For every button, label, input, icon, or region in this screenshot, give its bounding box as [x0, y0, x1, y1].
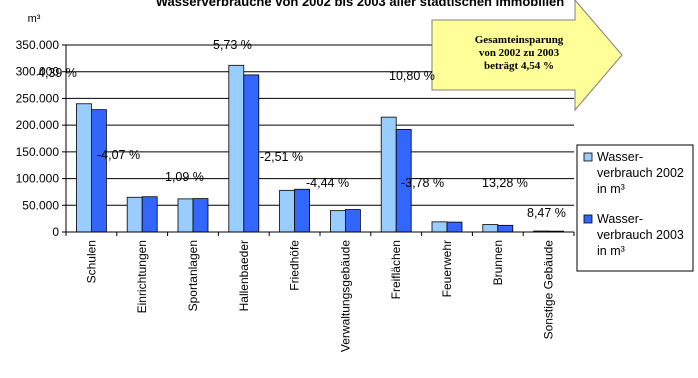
y-axis-unit: m³ — [28, 13, 41, 25]
axes — [62, 44, 575, 236]
callout-arrow-shape — [431, 0, 623, 112]
legend-swatch-2003 — [583, 214, 593, 224]
callout-text-line: von 2002 zu 2003 — [479, 47, 560, 59]
bar-2002-sportanlagen — [177, 198, 194, 233]
percent-label-feuerwehr: -3,78 % — [401, 176, 444, 190]
bar-2002-freiflaechen — [380, 116, 397, 233]
y-tick-label: 250.000 — [16, 91, 60, 105]
category-label-verwaltungsgebaeude: Verwaltungsgebäude — [338, 240, 352, 352]
percent-label-schulen: 4,39 % — [38, 66, 77, 80]
y-tick-labels: 0 50.000 100.000 150.000 200.000 250.000 300.0… — [16, 38, 60, 239]
category-label-freiflaechen: Freiflächen — [389, 240, 403, 299]
category-label-brunnen: Brunnen — [491, 240, 505, 285]
percent-label-hallenbaeder: 5,73 % — [213, 38, 252, 52]
bar-2003-einrichtungen — [141, 196, 158, 233]
category-label-sportanlagen: Sportanlagen — [186, 240, 200, 311]
x-category-labels: Schulen Einrichtungen Sportanlagen Hallenba… — [84, 240, 555, 352]
callout-text-line: Gesamteinsparung — [475, 34, 564, 46]
legend-box — [576, 144, 694, 272]
category-label-friedhoefe: Friedhöfe — [288, 240, 302, 291]
y-tick-label: 0 — [52, 225, 59, 239]
bar-series — [76, 64, 564, 233]
bar-2002-verwaltungsgebaeude — [329, 210, 346, 233]
y-tick-label: 100.000 — [16, 172, 60, 186]
bar-2003-hallenbaeder — [243, 74, 260, 233]
percent-label-einrichtungen: -4,07 % — [97, 148, 140, 162]
gridlines — [66, 44, 574, 206]
y-tick-label: 350.000 — [16, 38, 60, 52]
percent-label-freiflaechen: 10,80 % — [389, 69, 435, 83]
category-label-sonstige-gebaeude: Sonstige Gebäude — [542, 240, 556, 340]
percent-label-sonstige-gebaeude: 8,47 % — [527, 206, 566, 220]
bar-2002-schulen — [76, 103, 92, 233]
bar-2002-einrichtungen — [126, 196, 143, 233]
y-tick-label: 300.000 — [16, 65, 60, 79]
category-label-schulen: Schulen — [84, 240, 98, 283]
y-tick-label: 50.000 — [22, 198, 59, 212]
bar-2002-feuerwehr — [431, 221, 448, 233]
percent-label-friedhoefe: -2,51 % — [260, 150, 303, 164]
y-tick-label: 200.000 — [16, 118, 60, 132]
bar-2003-friedhoefe — [294, 188, 311, 233]
legend-swatch-2002 — [583, 152, 593, 162]
y-tick-label: 150.000 — [16, 145, 60, 159]
callout-text-line: beträgt 4,54 % — [484, 60, 554, 72]
percent-label-sportanlagen: 1,09 % — [165, 170, 204, 184]
bar-2002-hallenbaeder — [228, 64, 245, 233]
bar-2003-feuerwehr — [446, 221, 463, 233]
legend: Wasser-verbrauch 2002 in m³ Wasser-verbrau… — [576, 144, 694, 272]
bar-2003-verwaltungsgebaeude — [344, 209, 361, 233]
bar-2003-brunnen — [497, 224, 514, 233]
percent-label-brunnen: 13,28 % — [482, 176, 528, 190]
percent-label-verwaltungsgebaeude: -4,44 % — [306, 176, 349, 190]
bar-2003-schulen — [91, 109, 107, 233]
percent-annotations: 4,39 % -4,07 % 1,09 % 5,73 % -2,51 %-4,44 % 1… — [38, 38, 566, 220]
bar-2003-sportanlagen — [192, 198, 209, 233]
category-label-hallenbaeder: Hallenbaeder — [237, 240, 251, 311]
category-label-feuerwehr: Feuerwehr — [440, 240, 454, 297]
legend-label-2003: Wasser-verbrauch 2003 in m³ — [597, 212, 684, 258]
bar-2002-brunnen — [482, 224, 499, 233]
chart-title: Wasserverbräuche von 2002 bis 2003 aller… — [156, 0, 565, 9]
legend-label-2002: Wasser-verbrauch 2002 in m³ — [597, 150, 684, 196]
bar-2002-friedhoefe — [279, 189, 296, 233]
category-label-einrichtungen: Einrichtungen — [135, 240, 149, 313]
